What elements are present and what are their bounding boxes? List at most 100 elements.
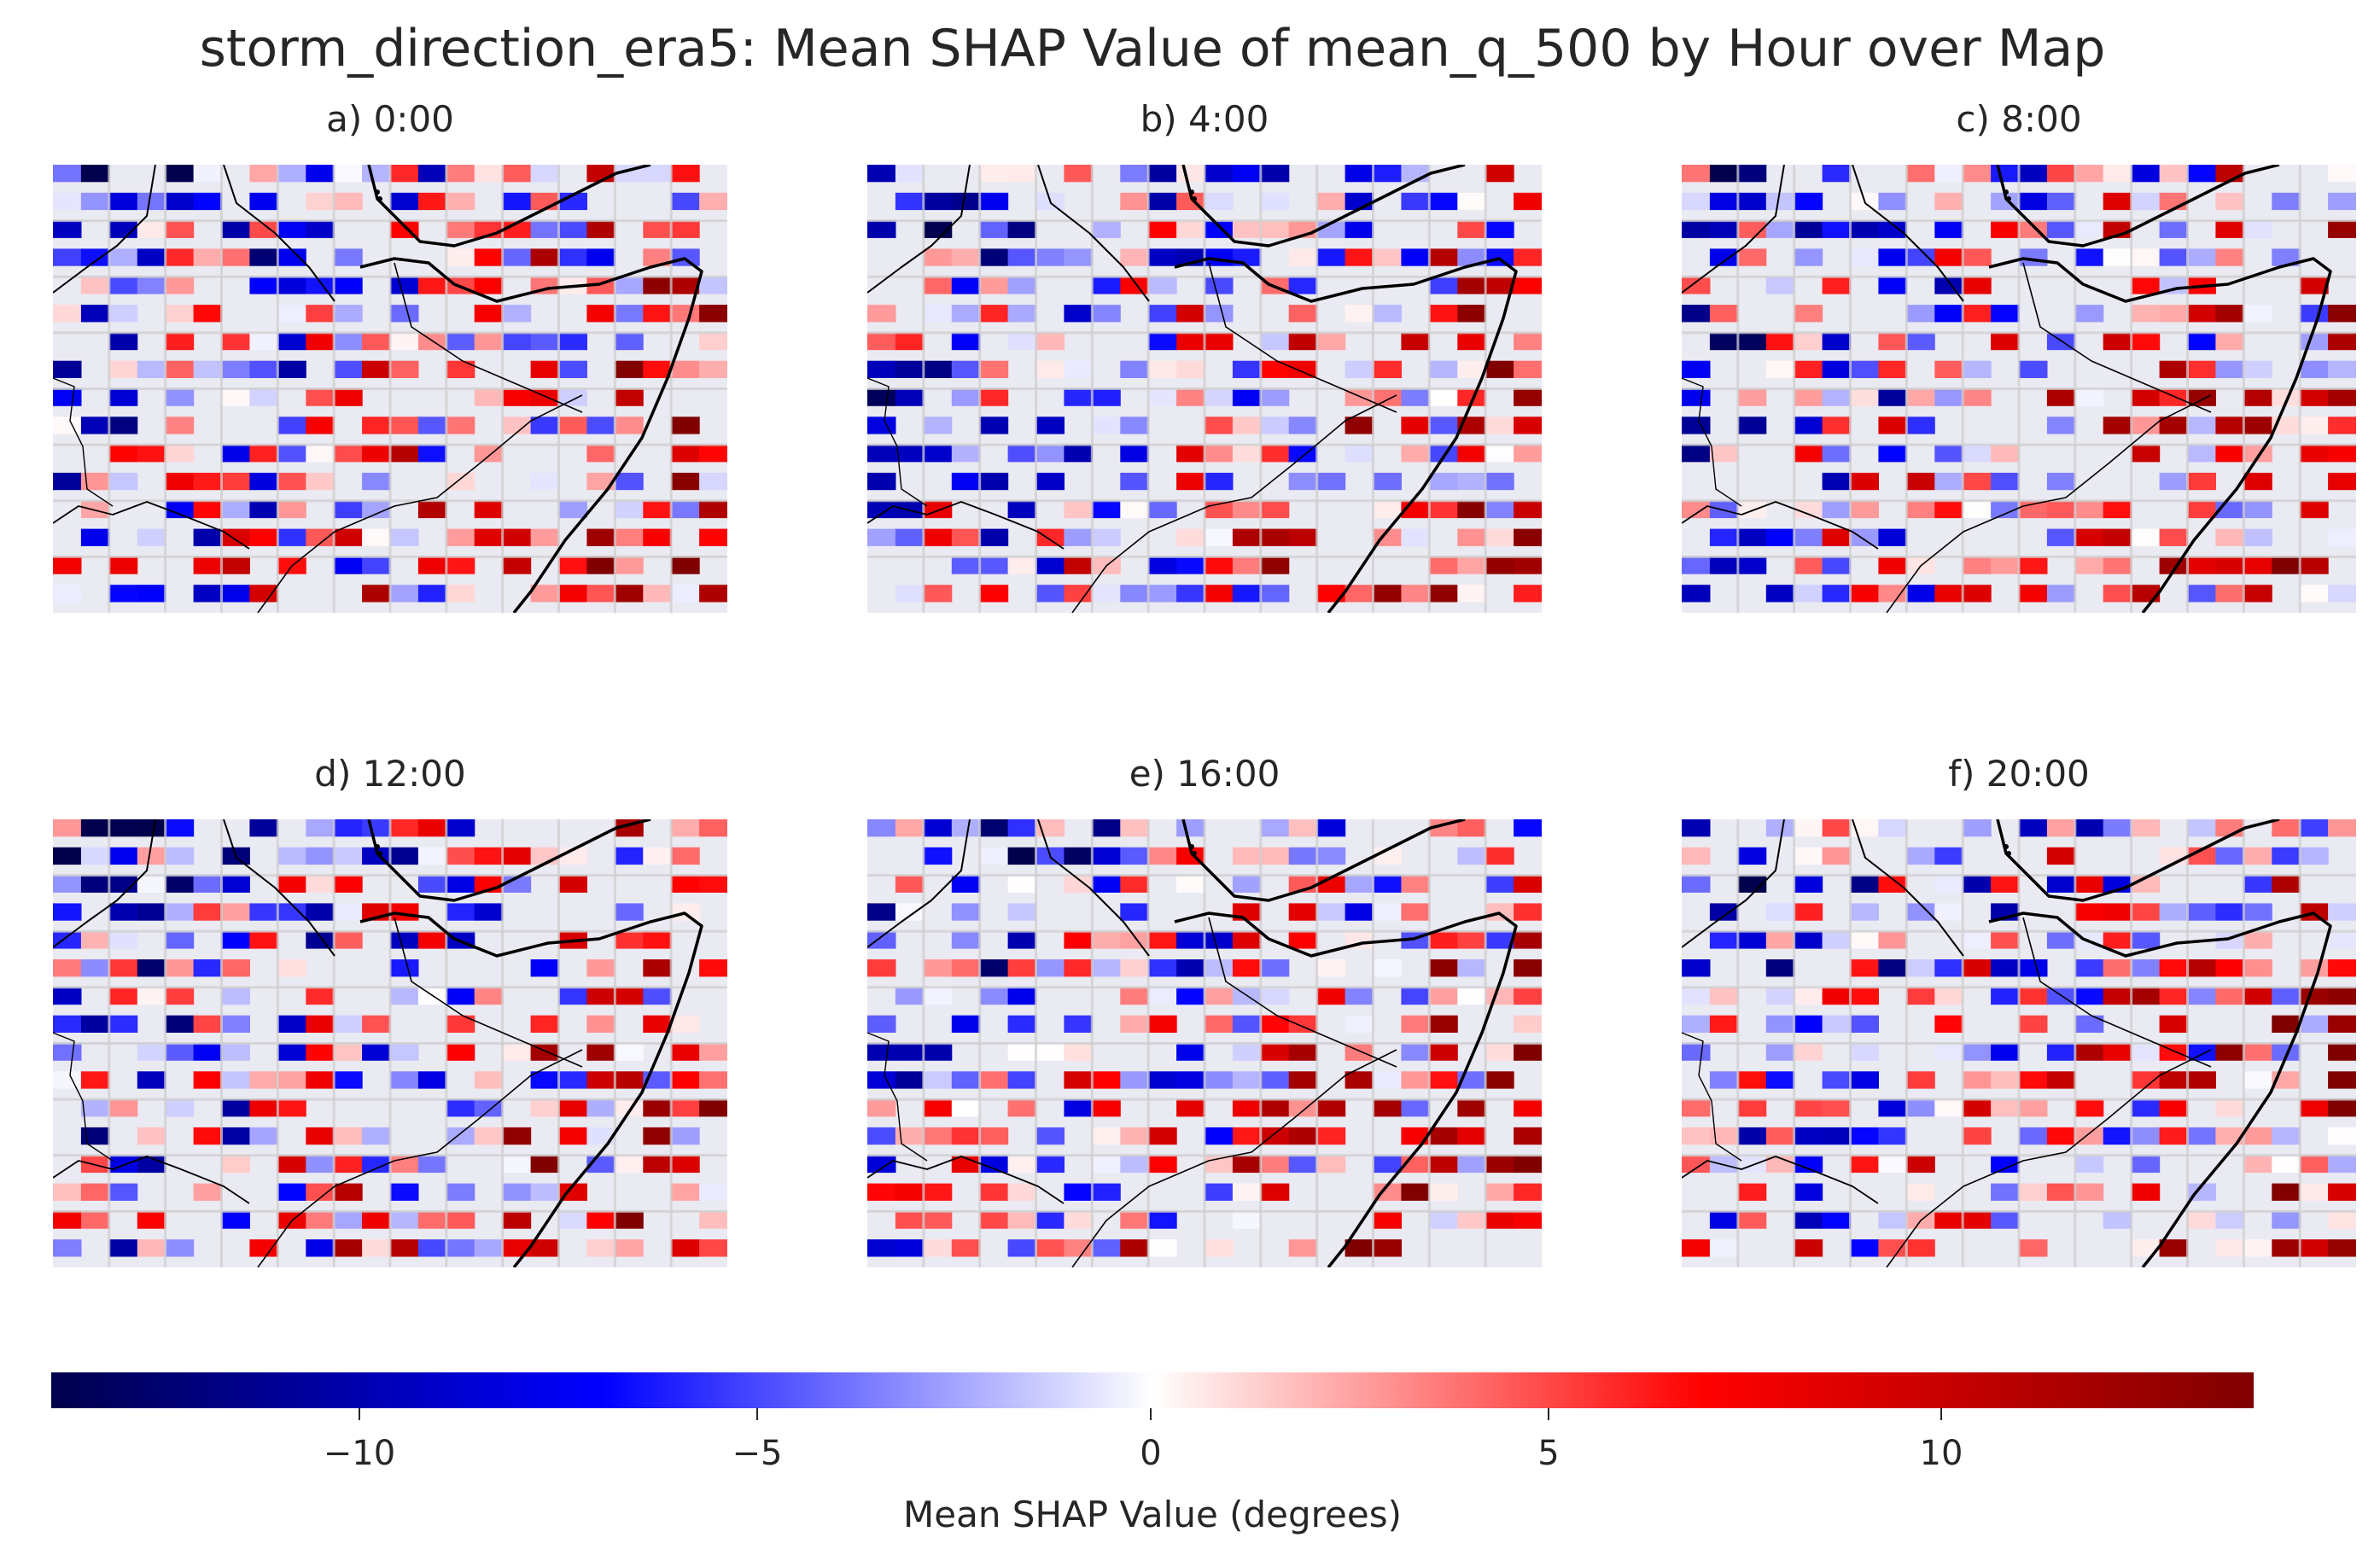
heatmap-cell xyxy=(1485,1071,1514,1089)
heatmap-cell xyxy=(474,388,504,406)
heatmap-cell xyxy=(390,416,419,434)
heatmap-cell xyxy=(1232,360,1262,378)
heatmap-cell xyxy=(2187,305,2216,323)
heatmap-cell xyxy=(643,959,672,977)
heatmap-cell xyxy=(1514,416,1542,434)
heatmap-cell xyxy=(558,500,587,519)
heatmap-cell xyxy=(2046,416,2076,434)
heatmap-cell xyxy=(1682,1015,1711,1033)
heatmap-cell xyxy=(615,332,644,351)
heatmap-cell xyxy=(1205,528,1234,546)
heatmap-cell xyxy=(1765,959,1795,977)
colorbar-tick xyxy=(1548,1408,1549,1420)
heatmap-cell xyxy=(699,819,727,837)
heatmap-cell xyxy=(1288,1099,1318,1117)
heatmap-cell xyxy=(334,1183,363,1201)
heatmap-cell xyxy=(2215,556,2244,574)
heatmap-cell xyxy=(80,416,110,434)
heatmap-cell xyxy=(2272,1183,2301,1201)
heatmap-cell xyxy=(2019,1071,2048,1089)
heatmap-cell xyxy=(951,360,981,378)
coastline-border xyxy=(1682,819,1785,948)
heatmap-cell xyxy=(671,500,700,519)
heatmap-cell xyxy=(249,220,278,238)
coastline-border xyxy=(1181,819,1466,902)
heatmap-cell xyxy=(1260,1127,1290,1145)
heatmap-cell xyxy=(1373,585,1402,603)
heatmap-cell xyxy=(2243,305,2272,323)
coastline-border xyxy=(394,917,583,1068)
heatmap-cell xyxy=(137,1211,166,1229)
heatmap-cell xyxy=(979,1183,1009,1201)
heatmap-cell xyxy=(671,585,700,603)
heatmap-cell xyxy=(1148,220,1177,238)
heatmap-cell xyxy=(1120,360,1149,378)
heatmap-cell xyxy=(1878,819,1907,837)
heatmap-cell xyxy=(2046,1183,2076,1201)
heatmap-cell xyxy=(53,1239,82,1257)
heatmap-cell xyxy=(643,585,672,603)
coastline-border xyxy=(2022,917,2212,1068)
heatmap-cell xyxy=(53,388,82,406)
heatmap-cell xyxy=(1822,585,1852,603)
heatmap-cell xyxy=(699,585,727,603)
heatmap-cell xyxy=(2159,528,2189,546)
heatmap-cell xyxy=(1878,360,1907,378)
heatmap-cell xyxy=(474,500,504,519)
heatmap-cell xyxy=(417,1211,447,1229)
heatmap-cell xyxy=(1963,305,1992,323)
heatmap-cell xyxy=(2300,1099,2329,1117)
heatmap-cell xyxy=(699,360,727,378)
heatmap-cell xyxy=(1906,165,1935,183)
heatmap-cell xyxy=(951,332,981,351)
heatmap-cell xyxy=(2300,360,2329,378)
heatmap-cell xyxy=(867,388,896,406)
heatmap-cell xyxy=(1737,220,1767,238)
heatmap-cell xyxy=(1176,305,1205,323)
heatmap-cell xyxy=(1991,1211,2020,1229)
heatmap-cell xyxy=(1709,1071,1739,1089)
heatmap-cell xyxy=(1092,305,1121,323)
heatmap-cell xyxy=(362,1127,391,1145)
heatmap-cell xyxy=(2328,1015,2356,1033)
heatmap-cell xyxy=(1822,388,1852,406)
heatmap-cell xyxy=(1429,248,1458,266)
heatmap-cell xyxy=(80,819,110,837)
heatmap-cell xyxy=(334,500,363,519)
heatmap-cell xyxy=(474,332,504,351)
heatmap-cell xyxy=(671,1071,700,1089)
heatmap-cell xyxy=(1401,1099,1430,1117)
heatmap-cell xyxy=(334,388,363,406)
heatmap-cell xyxy=(1906,585,1935,603)
heatmap-cell xyxy=(1345,445,1374,463)
heatmap-cell xyxy=(1260,192,1290,211)
heatmap-cell xyxy=(277,305,306,323)
island-marker xyxy=(377,851,382,856)
heatmap-cell xyxy=(1007,1099,1037,1117)
heatmap-cell xyxy=(108,332,138,351)
heatmap-cell xyxy=(137,987,166,1005)
heatmap-cell xyxy=(221,1015,250,1033)
heatmap-cell xyxy=(390,1043,419,1061)
heatmap-cell xyxy=(2300,959,2329,977)
heatmap-cell xyxy=(193,585,223,603)
heatmap-cell xyxy=(108,959,138,977)
heatmap-cell xyxy=(1765,987,1795,1005)
heatmap-cell xyxy=(1485,1155,1514,1174)
heatmap-cell xyxy=(1429,472,1458,491)
heatmap-cell xyxy=(558,332,587,351)
heatmap-cell xyxy=(671,360,700,378)
heatmap-cell xyxy=(1345,903,1374,921)
heatmap-cell xyxy=(2131,1183,2161,1201)
heatmap-cell xyxy=(1401,248,1430,266)
shap-heatmap-map xyxy=(867,165,1542,613)
heatmap-cell xyxy=(671,165,700,183)
heatmap-cell xyxy=(923,248,953,266)
heatmap-cell xyxy=(1007,500,1037,519)
heatmap-cell xyxy=(277,416,306,434)
heatmap-cell xyxy=(1485,500,1514,519)
colorbar-gradient xyxy=(51,1372,2254,1408)
heatmap-cell xyxy=(699,875,727,893)
heatmap-cell xyxy=(502,528,532,546)
heatmap-cell xyxy=(1514,500,1542,519)
